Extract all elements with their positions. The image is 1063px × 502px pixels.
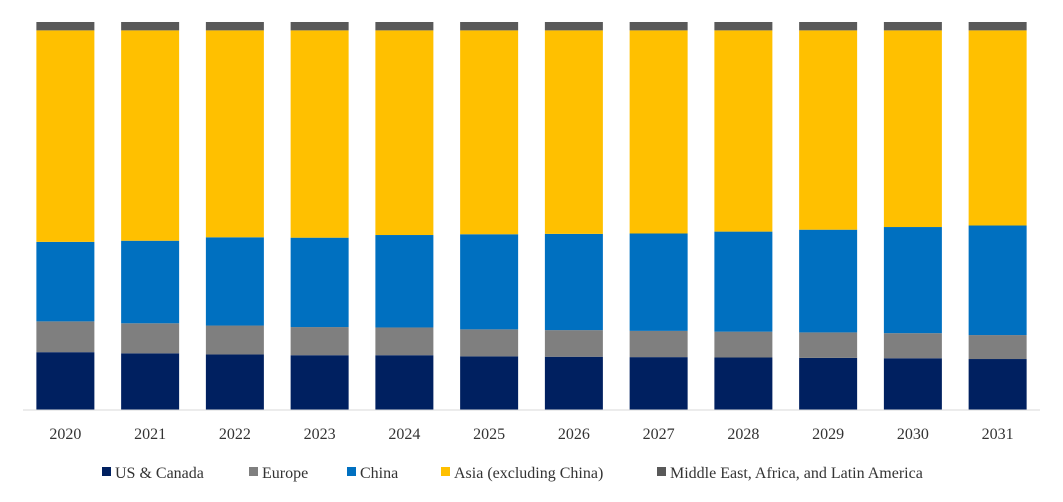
- bar-segment-2020-series-2: [36, 241, 95, 322]
- legend-label: Middle East, Africa, and Latin America: [670, 465, 923, 482]
- bar-segment-2023-series-2: [290, 237, 349, 328]
- bar-segment-2027-series-2: [629, 233, 688, 331]
- bar-segment-2031-series-0: [968, 359, 1027, 410]
- legend-label: Asia (excluding China): [454, 465, 603, 482]
- bar-segment-2024-series-1: [375, 327, 434, 356]
- bar-segment-2026-series-3: [544, 30, 603, 234]
- bar-segment-2026-series-0: [544, 356, 603, 410]
- bar-segment-2031-series-1: [968, 335, 1027, 360]
- bars-group: [36, 22, 1027, 410]
- legend-item-0: US & Canada: [102, 465, 204, 482]
- bar-segment-2025-series-2: [460, 234, 519, 330]
- x-tick-label: 2029: [812, 426, 844, 443]
- bar-segment-2024-series-4: [375, 22, 434, 31]
- bar-segment-2031-series-4: [968, 22, 1027, 31]
- bar-segment-2021-series-0: [121, 353, 180, 410]
- legend-label: US & Canada: [115, 465, 204, 482]
- bar-segment-2023-series-0: [290, 355, 349, 410]
- x-tick-label: 2024: [388, 426, 420, 443]
- bar-segment-2022-series-1: [205, 325, 264, 355]
- bar-segment-2021-series-3: [121, 30, 180, 241]
- bar-segment-2031-series-2: [968, 225, 1027, 336]
- bar-segment-2023-series-4: [290, 22, 349, 31]
- bar-segment-2031-series-3: [968, 30, 1027, 226]
- bar-segment-2029-series-4: [799, 22, 858, 31]
- x-tick-labels: 2020 2021 2022 2023 2024 2025 2026 2027 2028 2029…: [49, 426, 1013, 443]
- bar-segment-2029-series-2: [799, 229, 858, 333]
- x-tick-label: 2026: [558, 426, 590, 443]
- bar-segment-2022-series-0: [205, 354, 264, 410]
- legend-label: Europe: [262, 465, 308, 482]
- bar-segment-2027-series-0: [629, 357, 688, 410]
- x-tick-label: 2020: [49, 426, 81, 443]
- legend-label: China: [360, 465, 398, 482]
- bar-segment-2027-series-1: [629, 330, 688, 358]
- bar-segment-2023-series-1: [290, 327, 349, 356]
- bar-segment-2025-series-3: [460, 30, 519, 235]
- x-tick-label: 2028: [727, 426, 759, 443]
- bar-segment-2030-series-3: [883, 30, 942, 228]
- legend-item-2: China: [347, 465, 398, 482]
- bar-segment-2020-series-0: [36, 352, 95, 410]
- legend-swatch: [657, 467, 666, 476]
- bar-segment-2020-series-4: [36, 22, 95, 31]
- x-tick-label: 2023: [304, 426, 336, 443]
- bar-segment-2025-series-0: [460, 356, 519, 410]
- bar-segment-2029-series-0: [799, 357, 858, 410]
- bar-segment-2030-series-4: [883, 22, 942, 31]
- x-tick-label: 2021: [134, 426, 166, 443]
- legend-swatch: [249, 467, 258, 476]
- legend-item-1: Europe: [249, 465, 308, 482]
- bar-segment-2030-series-1: [883, 333, 942, 359]
- bar-segment-2028-series-0: [714, 357, 773, 410]
- bar-segment-2029-series-3: [799, 30, 858, 230]
- bar-segment-2029-series-1: [799, 332, 858, 358]
- legend-swatch: [441, 467, 450, 476]
- bar-segment-2024-series-0: [375, 355, 434, 410]
- bar-segment-2028-series-2: [714, 231, 773, 332]
- bar-segment-2021-series-4: [121, 22, 180, 31]
- bar-segment-2026-series-2: [544, 233, 603, 331]
- x-tick-label: 2022: [219, 426, 251, 443]
- bar-segment-2030-series-0: [883, 358, 942, 410]
- x-tick-label: 2030: [897, 426, 929, 443]
- bar-segment-2025-series-4: [460, 22, 519, 31]
- bar-segment-2022-series-4: [205, 22, 264, 31]
- x-tick-label: 2025: [473, 426, 505, 443]
- bar-segment-2028-series-1: [714, 331, 773, 358]
- bar-segment-2028-series-3: [714, 30, 773, 232]
- x-tick-label: 2031: [982, 426, 1014, 443]
- bar-segment-2020-series-1: [36, 321, 95, 353]
- bar-segment-2022-series-3: [205, 30, 264, 238]
- legend-item-4: Middle East, Africa, and Latin America: [657, 465, 923, 482]
- legend-swatch: [102, 467, 111, 476]
- bar-segment-2027-series-3: [629, 30, 688, 234]
- bar-segment-2026-series-4: [544, 22, 603, 31]
- bar-segment-2021-series-2: [121, 240, 180, 324]
- bar-segment-2024-series-3: [375, 30, 434, 236]
- bar-segment-2024-series-2: [375, 235, 434, 328]
- bar-segment-2021-series-1: [121, 323, 180, 354]
- legend: US & Canada Europe China Asia (excluding Ch…: [102, 465, 923, 482]
- legend-item-3: Asia (excluding China): [441, 465, 603, 482]
- bar-segment-2026-series-1: [544, 330, 603, 357]
- bar-segment-2028-series-4: [714, 22, 773, 31]
- x-tick-label: 2027: [643, 426, 675, 443]
- bar-segment-2027-series-4: [629, 22, 688, 31]
- bar-segment-2022-series-2: [205, 237, 264, 326]
- bar-segment-2020-series-3: [36, 30, 95, 242]
- bar-segment-2023-series-3: [290, 30, 349, 238]
- bar-segment-2030-series-2: [883, 227, 942, 334]
- legend-swatch: [347, 467, 356, 476]
- bar-segment-2025-series-1: [460, 329, 519, 357]
